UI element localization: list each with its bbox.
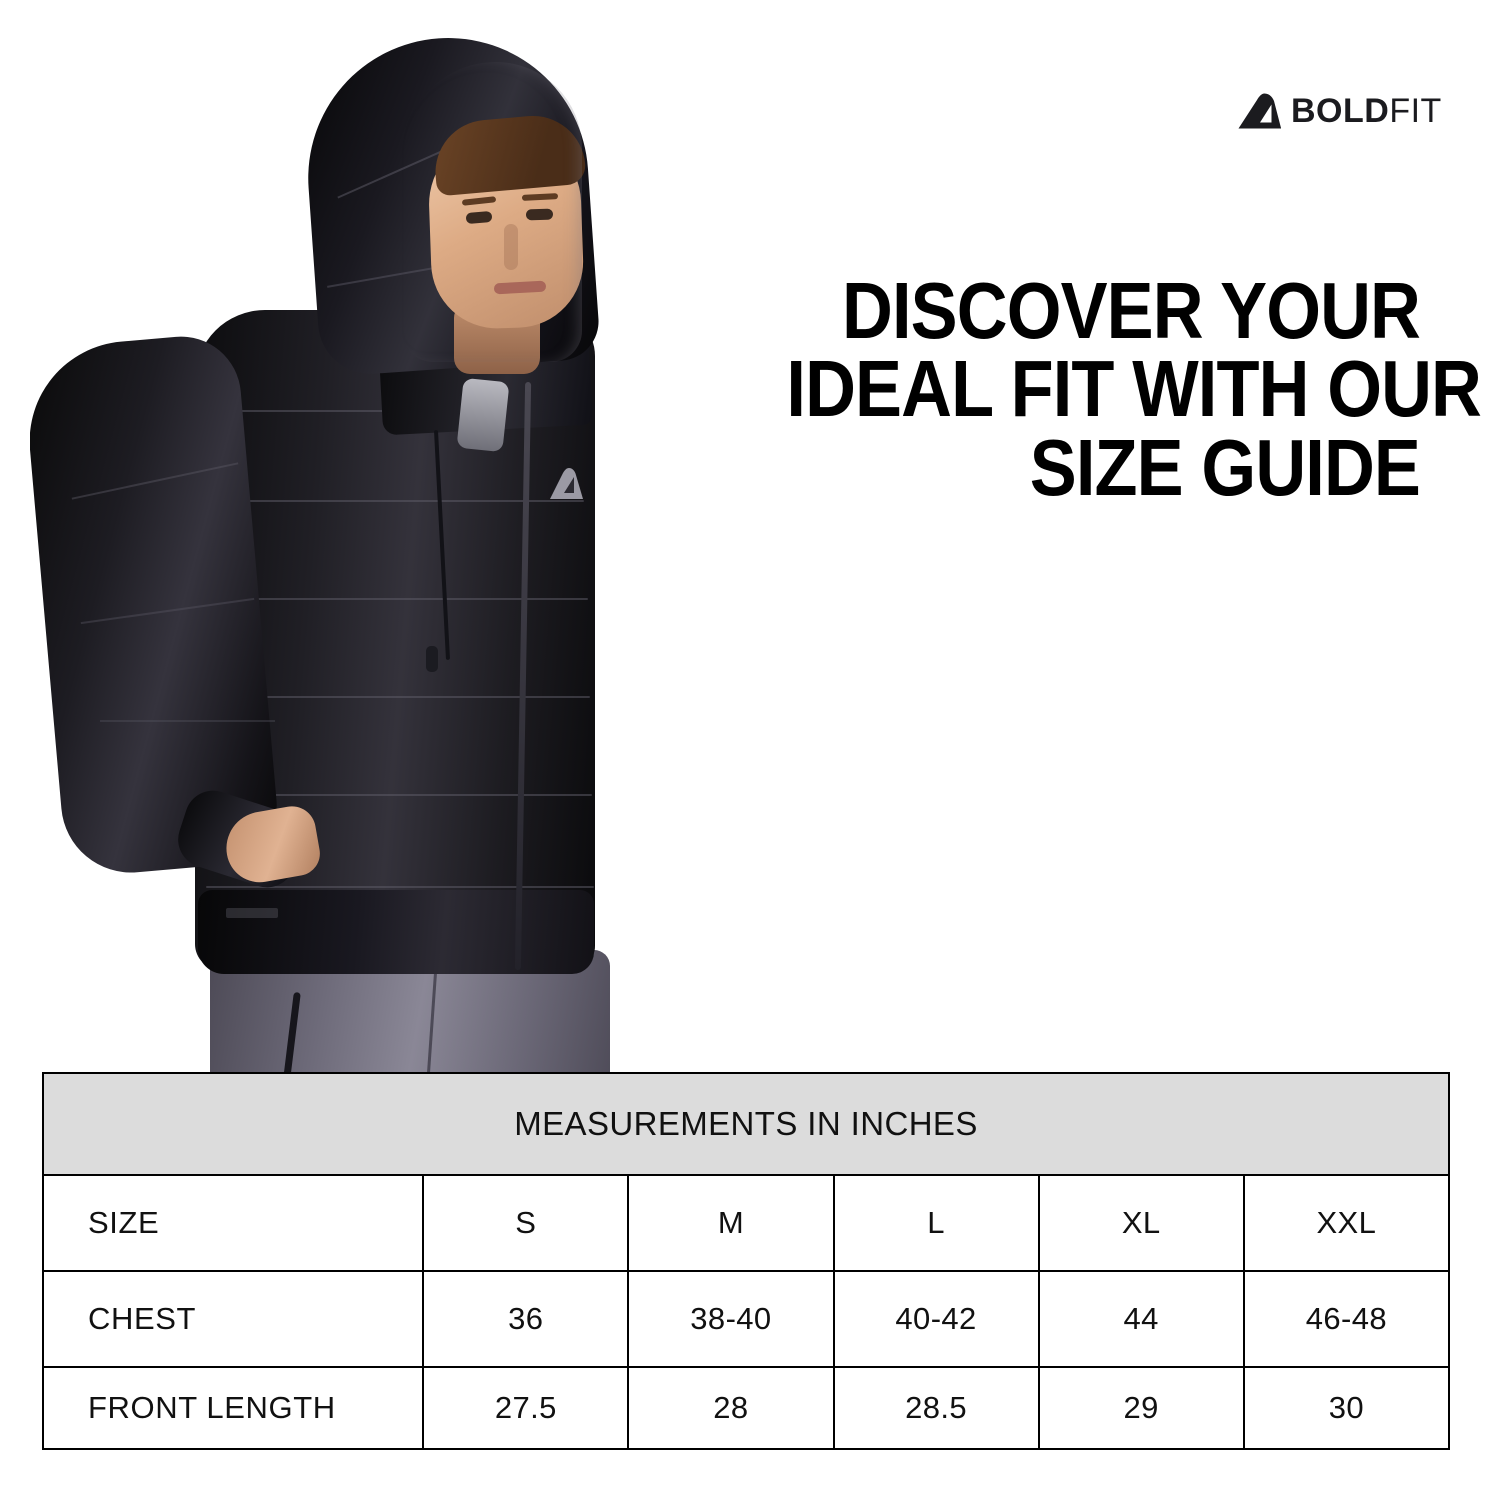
table-row: FRONT LENGTH 27.5 28 28.5 29 30 bbox=[41, 1366, 1451, 1450]
cell-front-length-m: 28 bbox=[627, 1366, 835, 1450]
boldfit-a-mark-icon bbox=[1238, 93, 1281, 129]
jacket-hem bbox=[198, 890, 594, 974]
headline-line-2: IDEAL FIT WITH OUR bbox=[786, 344, 1482, 434]
row-label-chest: CHEST bbox=[41, 1270, 425, 1368]
table-row: CHEST 36 38-40 40-42 44 46-48 bbox=[41, 1270, 1451, 1368]
cell-front-length-s: 27.5 bbox=[422, 1366, 630, 1450]
brand-wordmark: BOLDFIT bbox=[1291, 94, 1442, 128]
size-chart-table: MEASUREMENTS IN INCHES SIZE S M L XL XXL… bbox=[41, 1072, 1451, 1450]
headline-line-3: SIZE GUIDE bbox=[1029, 422, 1421, 512]
cell-chest-xxl: 46-48 bbox=[1242, 1270, 1451, 1368]
jacket-quilt-seam bbox=[222, 500, 584, 502]
product-photo bbox=[30, 10, 670, 1075]
cell-size-xxl: XXL bbox=[1242, 1174, 1451, 1272]
jacket-quilt-seam bbox=[206, 886, 594, 888]
jacket-quilt-seam bbox=[210, 794, 592, 796]
jacket-collar-lining bbox=[456, 377, 510, 453]
brand-logo: BOLDFIT bbox=[1238, 92, 1442, 130]
headline-line-1: DISCOVER YOUR bbox=[842, 266, 1421, 355]
jacket-quilt-seam bbox=[216, 598, 588, 600]
table-title: MEASUREMENTS IN INCHES bbox=[42, 1072, 1450, 1176]
hood-edge-highlight bbox=[402, 62, 582, 362]
table-row: SIZE S M L XL XXL bbox=[41, 1174, 1451, 1272]
cell-chest-m: 38-40 bbox=[627, 1270, 835, 1368]
cell-size-xl: XL bbox=[1037, 1174, 1245, 1272]
brand-name-light: FIT bbox=[1389, 92, 1442, 130]
jacket-chest-logo-icon bbox=[550, 468, 583, 499]
cell-chest-xl: 44 bbox=[1037, 1270, 1245, 1368]
cell-size-l: L bbox=[832, 1174, 1040, 1272]
row-label-size: SIZE bbox=[41, 1174, 425, 1272]
sleeve-seam bbox=[100, 720, 275, 722]
cell-size-s: S bbox=[422, 1174, 630, 1272]
cell-front-length-xxl: 30 bbox=[1242, 1366, 1451, 1450]
hood-drawcord-tip bbox=[426, 646, 438, 672]
cell-chest-l: 40-42 bbox=[832, 1270, 1040, 1368]
cell-chest-s: 36 bbox=[422, 1270, 630, 1368]
table-title-row: MEASUREMENTS IN INCHES bbox=[42, 1072, 1450, 1176]
brand-name-bold: BOLD bbox=[1291, 92, 1390, 130]
cell-front-length-l: 28.5 bbox=[832, 1366, 1040, 1450]
cell-front-length-xl: 29 bbox=[1037, 1366, 1245, 1450]
page-headline: DISCOVER YOUR IDEAL FIT WITH OUR SIZE GU… bbox=[786, 266, 1482, 512]
jacket-quilt-seam bbox=[212, 696, 590, 698]
model-nose bbox=[504, 224, 518, 270]
cell-size-m: M bbox=[627, 1174, 835, 1272]
jacket-hem-brand-text bbox=[226, 908, 278, 918]
row-label-front-length: FRONT LENGTH bbox=[41, 1366, 425, 1450]
